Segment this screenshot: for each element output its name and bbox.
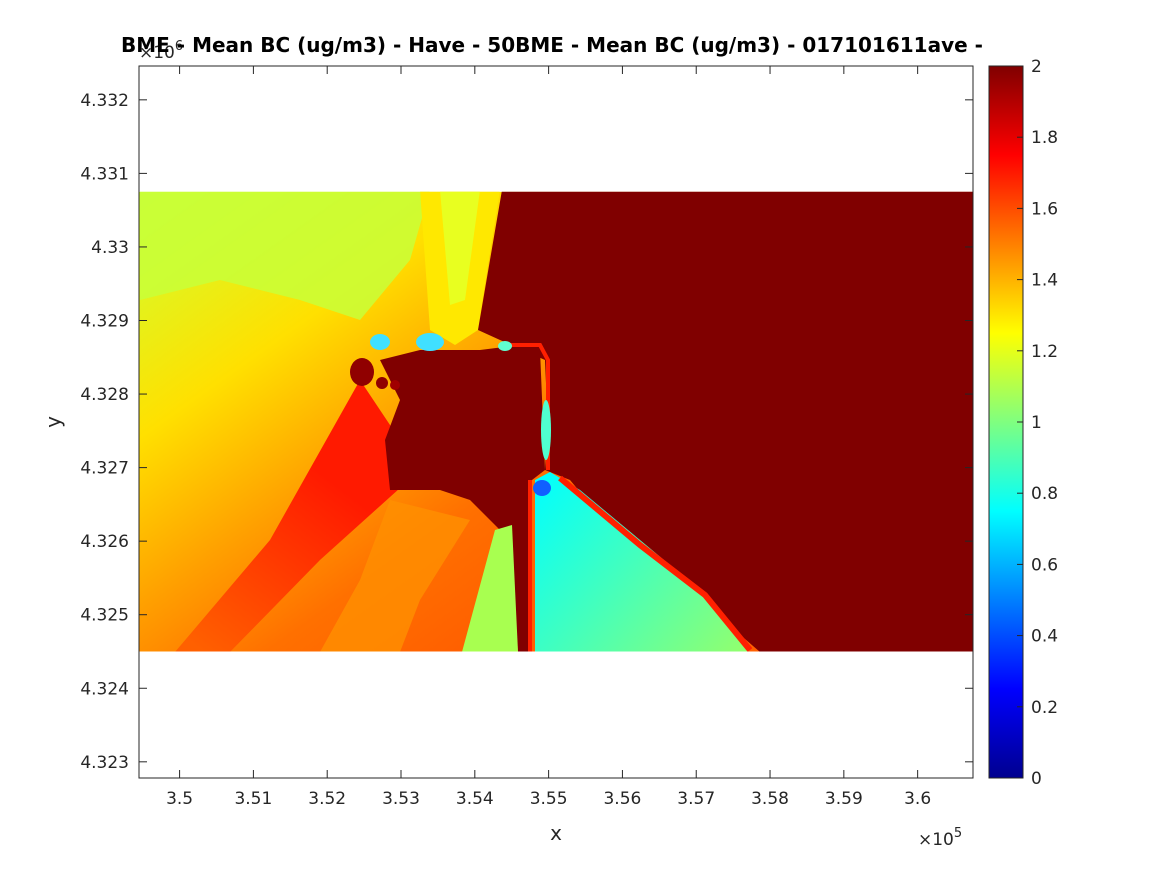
- x-tick-label: 3.54: [456, 789, 494, 809]
- y-axis-exponent: ×106: [139, 39, 183, 63]
- x-tick-label: 3.5: [166, 789, 193, 809]
- x-tick-label: 3.53: [382, 789, 420, 809]
- colorbar-tick-label: 1.4: [1031, 271, 1058, 291]
- x-axis-label: x: [550, 821, 562, 845]
- heatmap-dark-spot: [376, 377, 388, 389]
- heatmap-red-plume: [175, 380, 420, 652]
- heatmap-wedge-edge: [558, 475, 753, 652]
- x-tick-label: 3.57: [677, 789, 715, 809]
- heatmap-dark-spot: [390, 380, 400, 390]
- heatmap-central-blob: [380, 345, 545, 652]
- colorbar-tick-label: 1.2: [1031, 342, 1058, 362]
- y-tick-label: 4.325: [80, 606, 129, 626]
- colorbar-ticks: 0 0.2 0.4 0.6 0.8 1 1.2 1.4 1.6 1.8 2: [1017, 57, 1058, 789]
- heatmap-dark-spot: [350, 358, 374, 386]
- colorbar-tick-label: 0.6: [1031, 555, 1058, 575]
- colorbar-tick-label: 0.8: [1031, 484, 1058, 504]
- y-axis-ticks: 4.323 4.324 4.325 4.326 4.327 4.328 4.329 4.33 4…: [80, 91, 973, 773]
- colorbar-tick-label: 1.8: [1031, 128, 1058, 148]
- x-tick-label: 3.51: [234, 789, 272, 809]
- heatmap-cyan-strip: [541, 400, 551, 460]
- y-tick-label: 4.331: [80, 164, 129, 184]
- x-axis-exponent: ×105: [918, 826, 962, 850]
- heatmap-green-lobe: [140, 191, 430, 320]
- y-tick-label: 4.33: [91, 238, 129, 258]
- colorbar-tick-label: 1: [1031, 413, 1042, 433]
- x-axis-ticks: 3.5 3.51 3.52 3.53 3.54 3.55 3.56 3.57 3.58 3.59 3…: [166, 66, 931, 809]
- y-tick-label: 4.328: [80, 385, 129, 405]
- y-tick-label: 4.327: [80, 459, 129, 479]
- axes-box: [138, 65, 974, 779]
- x-tick-label: 3.59: [825, 789, 863, 809]
- heatmap-green-fan: [462, 525, 518, 652]
- y-tick-label: 4.326: [80, 532, 129, 552]
- colorbar-tick-label: 0: [1031, 769, 1042, 789]
- x-tick-label: 3.6: [904, 789, 931, 809]
- y-axis-label: y: [41, 416, 65, 428]
- heatmap-east-saturated: [478, 191, 973, 652]
- y-tick-label: 4.324: [80, 679, 129, 699]
- colorbar-tick-label: 0.4: [1031, 627, 1058, 647]
- heatmap-field: [139, 191, 973, 652]
- y-tick-label: 4.332: [80, 91, 129, 111]
- colorbar-tick-label: 2: [1031, 57, 1042, 77]
- heatmap-cyan-blob: [370, 334, 390, 350]
- x-tick-label: 3.56: [603, 789, 641, 809]
- colorbar-tick-label: 1.6: [1031, 199, 1058, 219]
- heatmap-north-plume-core: [440, 191, 480, 305]
- chart-title: BME - Mean BC (ug/m3) - Have - 50BME - M…: [121, 33, 983, 57]
- heatmap-orange-band: [320, 500, 470, 652]
- heatmap-cyan-wedge: [535, 472, 748, 652]
- heatmap-cyan-blob: [498, 341, 512, 351]
- y-tick-label: 4.329: [80, 311, 129, 331]
- x-tick-label: 3.55: [530, 789, 568, 809]
- axes: [138, 65, 974, 779]
- heatmap-blue-spot: [533, 480, 551, 496]
- x-tick-label: 3.52: [308, 789, 346, 809]
- colorbar-tick-label: 0.2: [1031, 698, 1058, 718]
- y-tick-label: 4.323: [80, 753, 129, 773]
- heatmap-cyan-blob: [416, 333, 444, 351]
- x-tick-label: 3.58: [751, 789, 789, 809]
